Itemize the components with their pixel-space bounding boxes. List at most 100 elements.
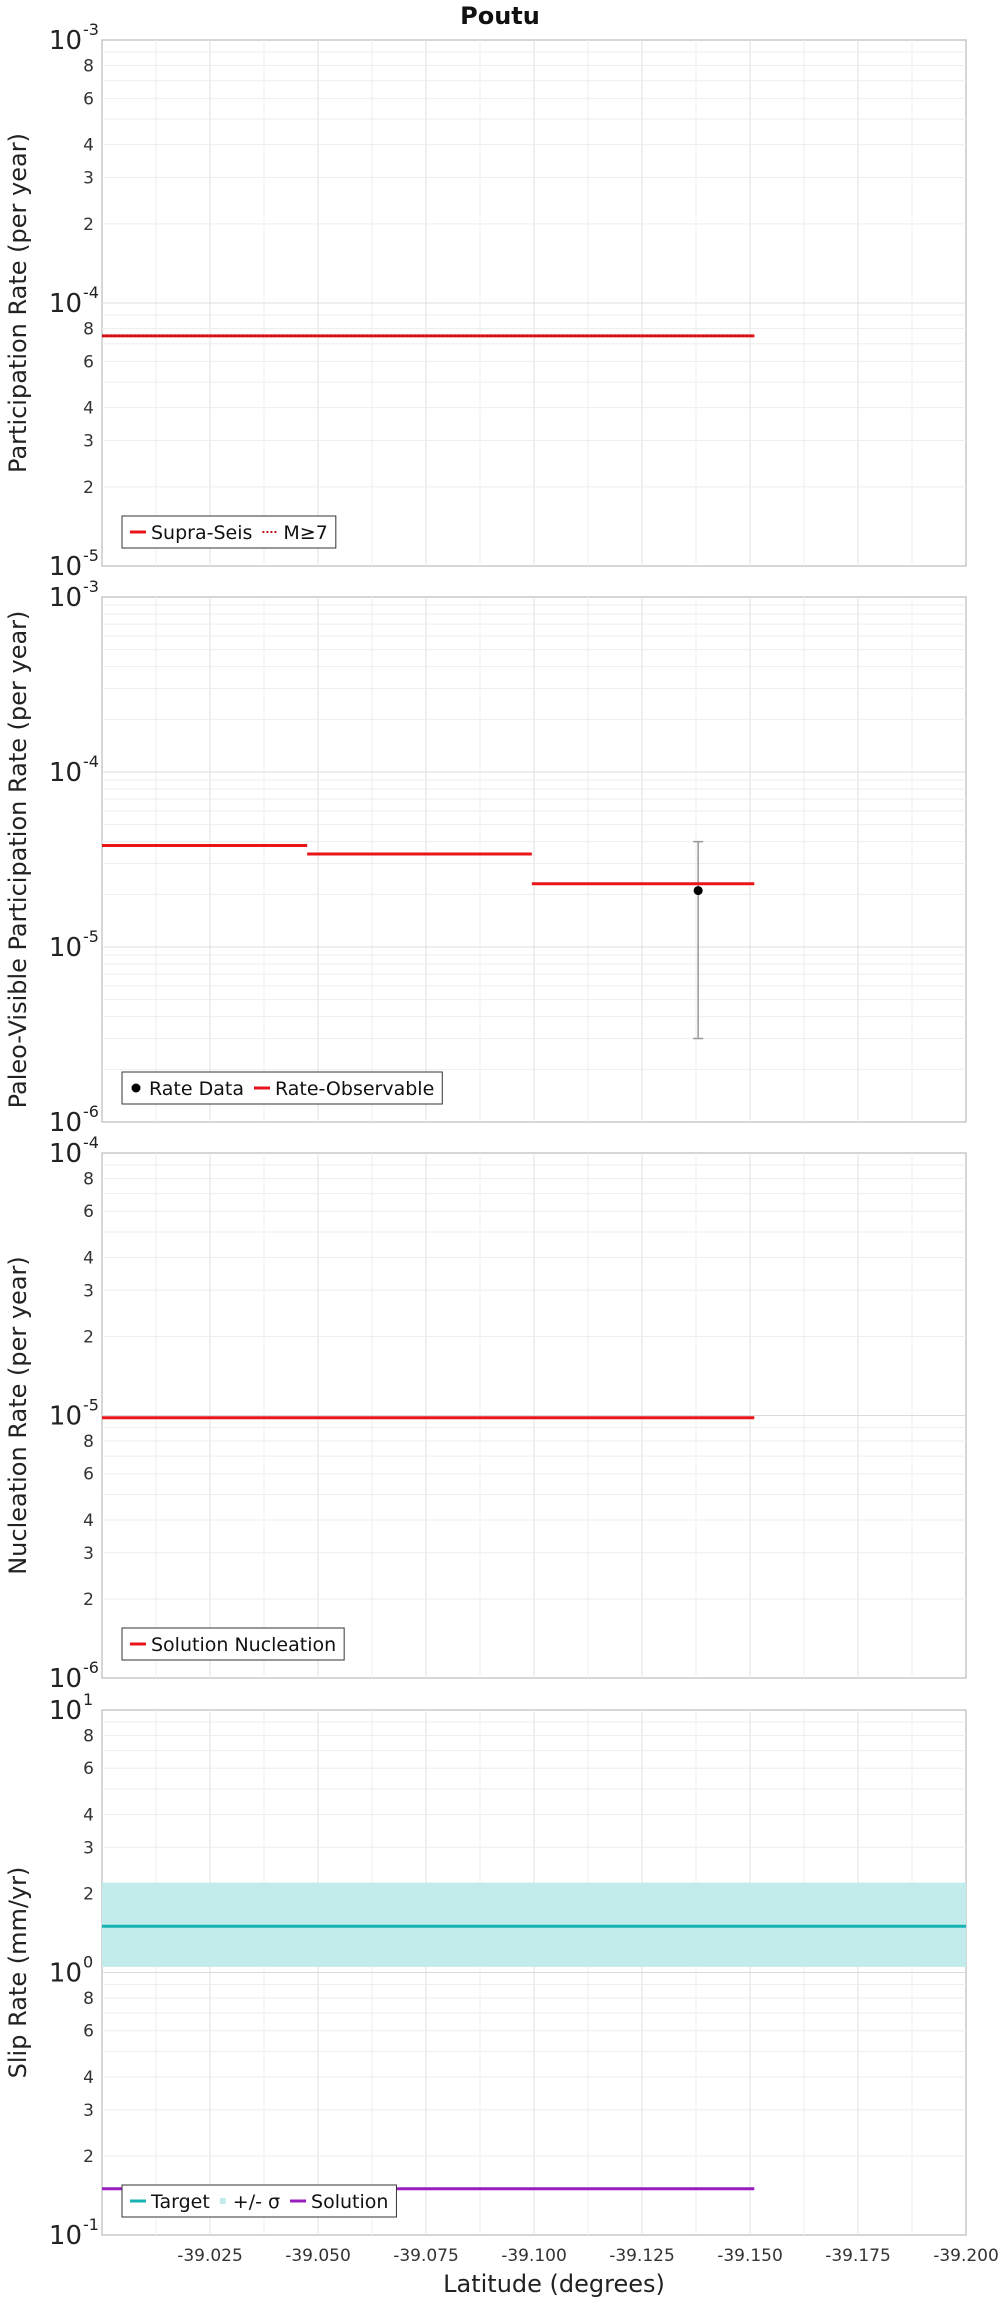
- y-decade-exponent: 0: [83, 1953, 93, 1972]
- y-tick-label: 4: [83, 136, 94, 156]
- x-tick-label: -39.125: [609, 2246, 675, 2266]
- y-decade-exponent: 1: [83, 1690, 93, 1709]
- series-group: [102, 1882, 966, 2191]
- series-group: [102, 840, 755, 1040]
- y-decade-label: 10: [49, 1402, 82, 1432]
- y-decade-label: 10: [49, 1959, 82, 1989]
- y-tick-label: 4: [83, 1805, 94, 1825]
- y-decade-exponent: -3: [83, 20, 99, 39]
- legend-label: Supra-Seis: [151, 522, 252, 544]
- legend-entry: Supra-Seis: [130, 522, 252, 544]
- y-decade-label: 10: [49, 552, 82, 582]
- y-tick-label: 6: [83, 89, 94, 109]
- y-decade-exponent: -5: [83, 546, 99, 565]
- y-tick-label: 4: [83, 1511, 94, 1531]
- legend: Rate Data Rate-Observable: [121, 1071, 443, 1105]
- x-tick-label: -39.200: [933, 2246, 999, 2266]
- y-decade-label: 10: [49, 583, 82, 613]
- y-decade-exponent: -4: [83, 283, 99, 302]
- y-tick-label: 8: [83, 1432, 94, 1452]
- y-decade-exponent: -3: [83, 577, 99, 596]
- legend-box: [121, 2184, 397, 2218]
- x-tick-label: -39.150: [717, 2246, 783, 2266]
- x-tick-label: -39.025: [177, 2246, 243, 2266]
- y-decade-label: 10: [49, 1664, 82, 1694]
- y-tick-label: 8: [83, 1726, 94, 1746]
- y-decade-label: 10: [49, 1139, 82, 1169]
- y-tick-label: 3: [83, 432, 94, 452]
- y-decade-label: 10: [49, 758, 82, 788]
- y-decade-label: 10: [49, 1696, 82, 1726]
- y-tick-label: 8: [83, 1989, 94, 2009]
- legend-label: Rate-Observable: [275, 1078, 434, 1100]
- legend-entry: Solution Nucleation: [130, 1634, 336, 1656]
- y-tick-label: 6: [83, 2022, 94, 2042]
- y-decade-label: 10: [49, 1108, 82, 1138]
- y-tick-label: 2: [83, 1884, 94, 1904]
- y-tick-label: 6: [83, 1202, 94, 1222]
- y-tick-label: 3: [83, 2101, 94, 2121]
- y-tick-label: 2: [83, 478, 94, 498]
- y-decade-exponent: -6: [83, 1658, 99, 1677]
- y-decade-label: 10: [49, 2221, 82, 2251]
- y-tick-label: 2: [83, 1327, 94, 1347]
- legend-entry: Solution: [290, 2191, 388, 2213]
- y-tick-label: 6: [83, 1759, 94, 1779]
- legend-box: [121, 1071, 443, 1105]
- chart-title: Poutu: [460, 2, 540, 30]
- legend-label: Solution Nucleation: [151, 1634, 336, 1656]
- x-tick-label: -39.050: [285, 2246, 351, 2266]
- y-tick-label: 4: [83, 399, 94, 419]
- y-tick-label: 6: [83, 1465, 94, 1485]
- y-decade-exponent: -1: [83, 2215, 99, 2234]
- x-tick-label: -39.175: [825, 2246, 891, 2266]
- y-decade-label: 10: [49, 933, 82, 963]
- legend-entry: Rate Data: [131, 1078, 244, 1100]
- y-tick-label: 3: [83, 1544, 94, 1564]
- y-tick-label: 8: [83, 1169, 94, 1189]
- y-tick-label: 3: [83, 1281, 94, 1301]
- y-tick-label: 3: [83, 1838, 94, 1858]
- legend-entry: Rate-Observable: [253, 1078, 434, 1100]
- legend-label: Rate Data: [149, 1078, 244, 1100]
- y-decade-label: 10: [49, 289, 82, 319]
- y-tick-label: 6: [83, 352, 94, 372]
- y-tick-label: 2: [83, 215, 94, 235]
- y-decade-exponent: -5: [83, 927, 99, 946]
- y-tick-label: 4: [83, 2068, 94, 2088]
- legend: Target +/- σ Solution: [121, 2184, 397, 2218]
- x-tick-label: -39.075: [393, 2246, 459, 2266]
- y-tick-label: 2: [83, 2147, 94, 2167]
- legend: Supra-Seis M≥7: [121, 515, 337, 549]
- y-tick-label: 8: [83, 319, 94, 339]
- sigma-band: [102, 1882, 966, 1967]
- legend-swatch: [219, 2198, 226, 2204]
- y-decade-exponent: -5: [83, 1396, 99, 1415]
- y-axis-label: Paleo-Visible Participation Rate (per ye…: [4, 611, 32, 1109]
- y-tick-label: 8: [83, 56, 94, 76]
- legend-entry: M≥7: [262, 522, 328, 544]
- legend-box: [121, 1627, 345, 1661]
- legend: Solution Nucleation: [121, 1627, 345, 1661]
- x-tick-label: -39.100: [501, 2246, 567, 2266]
- y-decade-exponent: -4: [83, 752, 99, 771]
- legend-label: Target: [150, 2191, 210, 2213]
- data-point: [693, 886, 703, 896]
- legend-label: M≥7: [283, 522, 327, 544]
- legend-entry: Target: [130, 2191, 210, 2213]
- y-axis-label: Slip Rate (mm/yr): [4, 1867, 32, 2079]
- x-axis-label: Latitude (degrees): [443, 2270, 665, 2298]
- y-axis-label: Participation Rate (per year): [4, 133, 32, 473]
- legend-swatch: [131, 1083, 141, 1093]
- y-decade-exponent: -4: [83, 1133, 99, 1152]
- legend-box: [121, 515, 337, 549]
- y-axis-label: Nucleation Rate (per year): [4, 1256, 32, 1575]
- y-tick-label: 3: [83, 169, 94, 189]
